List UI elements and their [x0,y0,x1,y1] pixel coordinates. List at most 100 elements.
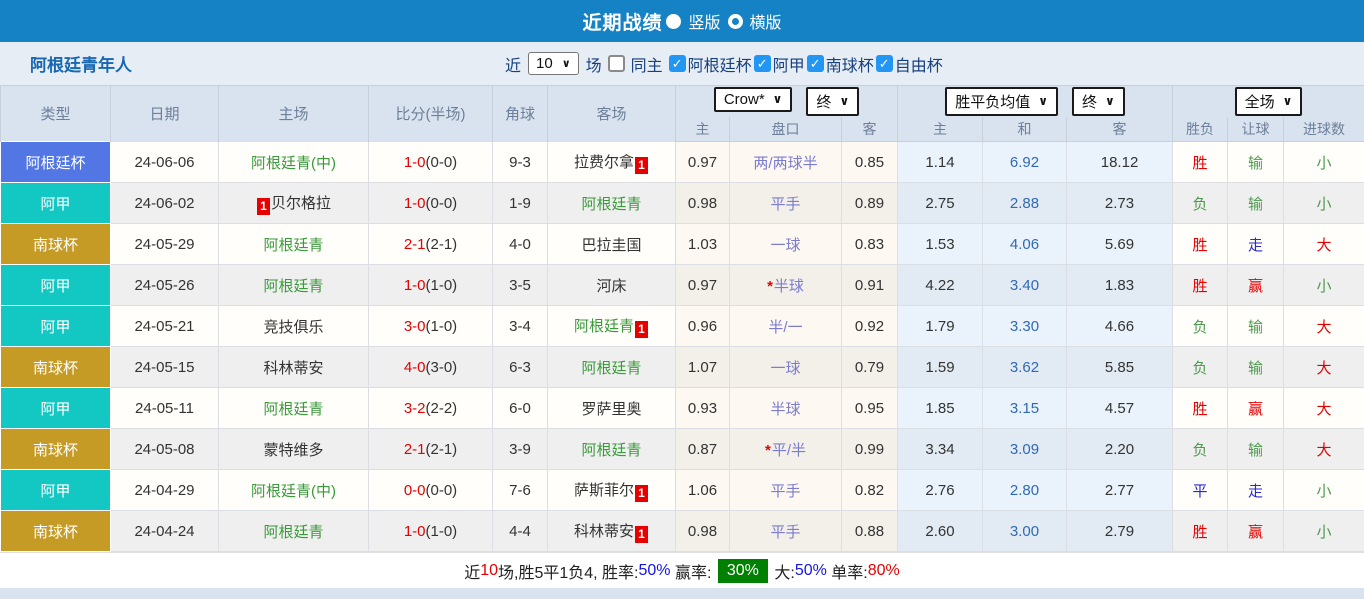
subheader-handicap-result: 让球 [1227,116,1285,142]
home-team[interactable]: 竞技俱乐 [218,305,369,347]
away-team[interactable]: 阿根廷青 [547,182,676,224]
filter-bar: 阿根廷青年人 近 10 场 同主 阿根廷杯 阿甲 南球杯 自由杯 [0,42,1364,85]
home-team[interactable]: 科林蒂安 [218,346,369,388]
score-fulltime: 2-1 [403,235,426,253]
corners: 7-6 [492,469,548,511]
red-card-badge: 1 [635,156,648,174]
result-wdl: 胜 [1172,223,1229,265]
same-home-away-checkbox[interactable] [607,55,625,72]
team-name: 阿根廷青年人 [30,56,132,75]
league-checkbox[interactable] [668,55,686,72]
home-team[interactable]: 阿根廷青(中) [218,141,369,183]
match-date: 24-04-24 [110,510,219,552]
corners: 3-4 [492,305,548,347]
match-date: 24-06-06 [110,141,219,183]
away-team-name: 阿根廷青 [581,359,642,377]
home-team-name: 阿根廷青 [263,277,324,295]
filter-controls: 近 10 场 同主 阿根廷杯 阿甲 南球杯 自由杯 [505,52,943,76]
away-team-name: 阿根廷青 [581,441,642,459]
score-halftime: (0-0) [425,481,458,499]
home-team[interactable]: 阿根廷青 [218,264,369,306]
score-halftime: (1-0) [425,522,458,540]
league-checkbox[interactable] [753,55,771,72]
odds-away: 0.92 [840,305,899,347]
odds-away: 0.89 [840,182,899,224]
table-row: 阿甲 24-06-02 1 贝尔格拉 1-0(0-0) 1-9 阿根廷青 0.98… [0,182,1364,224]
league-label: 阿甲 [772,57,805,75]
away-team-name: 河床 [596,277,627,295]
match-count-select[interactable]: 10 [528,52,579,75]
avg-home-odds: 1.53 [897,223,984,265]
avg-home-odds: 2.75 [897,182,984,224]
away-team[interactable]: 阿根廷青 [547,428,676,470]
result-handicap: 走 [1227,223,1285,265]
away-team-name: 萨斯菲尔 [573,481,634,499]
results-tbody: 阿根廷杯 24-06-06 阿根廷青(中) 1-0(0-0) 9-3 拉费尔拿 1… [0,141,1364,552]
table-row: 南球杯 24-04-24 阿根廷青 1-0(1-0) 4-4 科林蒂安 1 0.9… [0,510,1364,552]
league-type-badge: 南球杯 [0,346,111,388]
league-checkbox[interactable] [806,55,824,72]
away-team[interactable]: 巴拉圭国 [547,223,676,265]
avg-away-odds: 5.69 [1066,223,1174,265]
away-team[interactable]: 拉费尔拿 1 [547,141,676,183]
near-label: 近 [505,57,522,75]
home-team[interactable]: 阿根廷青 [218,223,369,265]
away-team-name: 拉费尔拿 [573,153,634,171]
result-handicap: 输 [1227,305,1285,347]
away-team[interactable]: 阿根廷青 1 [547,305,676,347]
away-team-name: 科林蒂安 [573,522,634,540]
match-date: 24-05-15 [110,346,219,388]
away-team[interactable]: 河床 [547,264,676,306]
result-goals: 小 [1283,141,1364,183]
odds-time-select-1[interactable]: 终 [806,86,860,116]
horizontal-layout-label[interactable]: 横版 [749,15,782,32]
score: 1-0(1-0) [368,510,493,552]
horizontal-layout-radio[interactable] [727,13,743,29]
avg-home-odds: 2.76 [897,469,984,511]
scope-select[interactable]: 全场 [1234,86,1303,116]
away-team[interactable]: 科林蒂安 1 [547,510,676,552]
result-goals: 大 [1283,305,1364,347]
odds-away: 0.79 [840,346,899,388]
footer-stat-segment: 10 [480,561,499,579]
avg-away-odds: 1.83 [1066,264,1174,306]
away-team[interactable]: 萨斯菲尔 1 [547,469,676,511]
table-row: 阿甲 24-05-26 阿根廷青 1-0(1-0) 3-5 河床 0.97 *半… [0,264,1364,306]
odds-away: 0.95 [840,387,899,429]
score: 2-1(2-1) [368,223,493,265]
home-team[interactable]: 蒙特维多 [218,428,369,470]
vertical-layout-label[interactable]: 竖版 [688,15,721,32]
avg-home-odds: 1.59 [897,346,984,388]
result-handicap: 输 [1227,141,1285,183]
odds-source-select[interactable]: Crow* [713,86,793,112]
avg-draw-odds: 3.40 [982,264,1068,306]
score-halftime: (1-0) [425,317,458,335]
subheader-result: 胜负 [1172,116,1229,142]
score-halftime: (0-0) [425,194,458,212]
match-date: 24-05-29 [110,223,219,265]
away-team[interactable]: 阿根廷青 [547,346,676,388]
odds-time-select-2[interactable]: 终 [1072,86,1125,116]
home-team-name: 阿根廷青(中) [251,154,336,172]
table-row: 阿根廷杯 24-06-06 阿根廷青(中) 1-0(0-0) 9-3 拉费尔拿 1… [0,141,1364,183]
result-wdl: 平 [1172,469,1229,511]
avg-type-select[interactable]: 胜平负均值 [945,86,1059,116]
league-type-badge: 阿甲 [0,182,111,224]
match-date: 24-05-08 [110,428,219,470]
handicap-line: 一球 [729,346,842,388]
score-fulltime: 1-0 [403,522,426,540]
away-team[interactable]: 罗萨里奥 [547,387,676,429]
result-wdl: 负 [1172,346,1229,388]
league-checkbox[interactable] [875,55,893,72]
table-row: 南球杯 24-05-15 科林蒂安 4-0(3-0) 6-3 阿根廷青 1.07… [0,346,1364,388]
home-team[interactable]: 阿根廷青 [218,510,369,552]
score-fulltime: 1-0 [403,276,426,294]
home-team[interactable]: 1 贝尔格拉 [218,182,369,224]
odds-away: 0.88 [840,510,899,552]
result-handicap: 输 [1227,182,1285,224]
vertical-layout-radio[interactable] [666,13,682,29]
result-handicap: 赢 [1227,387,1285,429]
bottom-strip [0,588,1364,599]
home-team[interactable]: 阿根廷青 [218,387,369,429]
home-team[interactable]: 阿根廷青(中) [218,469,369,511]
